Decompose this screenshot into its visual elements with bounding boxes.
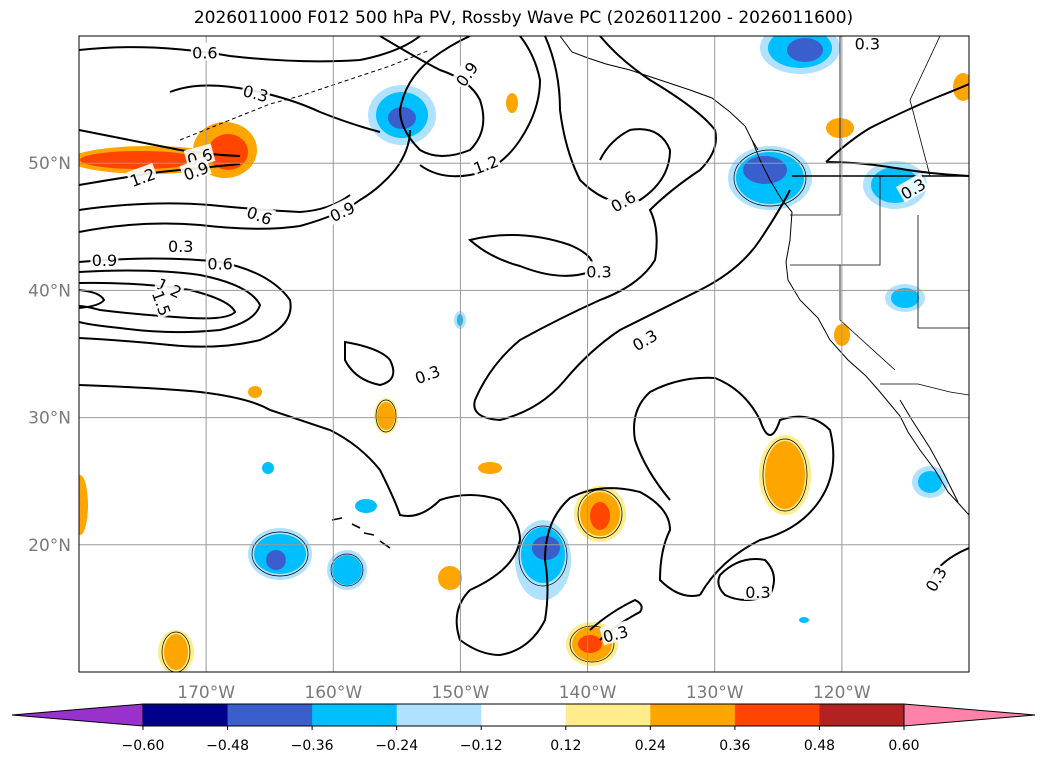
lon-tick-label: 170°W <box>177 683 235 703</box>
svg-text:0.3: 0.3 <box>855 35 880 54</box>
contour-0.9-loop-west <box>79 269 262 334</box>
state-lines <box>790 176 969 371</box>
hawaii-islands <box>331 517 391 549</box>
lon-tick-label: 150°W <box>432 683 490 703</box>
plot-area: 0.60.30.91.20.60.91.20.6 0.90.30.9 0.61.21… <box>79 35 969 672</box>
shaded-anomalies <box>79 36 969 672</box>
colorbar-tick-label: 0.48 <box>804 738 835 754</box>
lon-tick-label: 140°W <box>559 683 617 703</box>
svg-text:0.3: 0.3 <box>745 583 770 602</box>
svg-text:0.3: 0.3 <box>586 262 611 281</box>
anomaly-outlines <box>161 149 808 672</box>
contour-1.2-jet-upper <box>79 129 241 157</box>
colorbar-swatch <box>227 704 313 726</box>
longitude-labels: 170°W 160°W 150°W 140°W 130°W 120°W <box>177 683 871 703</box>
colorbar-tick-label: 0.60 <box>888 738 919 754</box>
contour-0.3-ring <box>633 376 835 596</box>
colorbar-tick-label: −0.36 <box>291 738 334 754</box>
colorbar-tick-label: −0.12 <box>460 738 503 754</box>
lat-tick-label: 50°N <box>28 154 71 174</box>
coastlines-and-borders <box>179 36 969 549</box>
contour-label: 0.6 <box>190 42 219 63</box>
lat-tick-label: 20°N <box>28 536 71 556</box>
colorbar-tick-label: 0.24 <box>635 738 666 754</box>
contour-0.3-south <box>79 384 701 657</box>
contour-label: 0.9 <box>90 249 119 270</box>
colorbar-tick-label: −0.24 <box>375 738 418 754</box>
contour-1.5-loop-west <box>79 289 106 309</box>
contour-label: 0.6 <box>206 253 235 274</box>
contour-0.9-sw <box>79 194 351 214</box>
colorbar-tick-label: 0.36 <box>719 738 750 754</box>
positive-anomaly-baja-offshore <box>759 435 811 515</box>
us-mexico-border <box>880 383 969 396</box>
negative-anomaly-gulf-of-alaska <box>368 85 436 145</box>
contour-1.2-jet <box>79 163 241 186</box>
alaska-coastline <box>559 36 759 151</box>
gridlines <box>79 36 969 672</box>
aleutian-islands <box>179 49 431 141</box>
contour-label: 0.3 <box>743 581 772 602</box>
lon-tick-label: 130°W <box>686 683 744 703</box>
colorbar-swatch <box>819 704 905 726</box>
colorbar-swatch <box>396 704 482 726</box>
svg-text:0.6: 0.6 <box>207 255 232 274</box>
contour-0.3-northeast-loop <box>825 161 969 177</box>
map-title: 2026011000 F012 500 hPa PV, Rossby Wave … <box>193 8 854 28</box>
positive-anomaly-small-features <box>79 73 969 672</box>
contour-0.3-small-loop <box>344 340 395 387</box>
contour-0.6-north <box>79 36 421 63</box>
colorbar-swatch <box>734 704 820 726</box>
contour-0.6-northeast <box>825 83 969 163</box>
colorbar: −0.60 −0.48 −0.36 −0.24 −0.12 0.12 0.24 0.36 0.4… <box>11 703 1036 754</box>
map-frame <box>78 35 970 673</box>
colorbar-extend-min <box>11 703 144 727</box>
colorbar-swatch <box>481 704 567 726</box>
baja-peninsula <box>899 399 959 503</box>
canada-boundaries <box>839 36 941 177</box>
lon-tick-label: 120°W <box>813 683 871 703</box>
pv-contours <box>79 36 969 657</box>
contour-label: 0.3 <box>166 235 195 256</box>
latitude-labels: 50°N 40°N 30°N 20°N <box>28 154 71 556</box>
us-west-coast <box>785 211 969 516</box>
contour-label: 0.3 <box>853 35 882 54</box>
negative-anomaly-pacific-northwest <box>728 146 812 210</box>
colorbar-tick-label: −0.60 <box>122 738 165 754</box>
svg-text:0.6: 0.6 <box>192 44 217 63</box>
contour-0.6-sw <box>79 129 411 233</box>
colorbar-swatch <box>312 704 398 726</box>
negative-anomaly-alaska-top <box>760 36 840 74</box>
contour-1.2-north <box>419 36 542 178</box>
colorbar-tick-label: 0.12 <box>550 738 581 754</box>
contour-0.3-north <box>169 84 381 133</box>
lon-tick-label: 160°W <box>304 683 362 703</box>
contour-0.9-north <box>379 36 485 157</box>
lat-tick-label: 30°N <box>28 409 71 429</box>
contour-0.3-wave <box>473 36 791 422</box>
colorbar-swatch <box>143 704 229 726</box>
colorbar-swatch <box>565 704 651 726</box>
colorbar-tick-label: −0.48 <box>206 738 249 754</box>
svg-text:0.9: 0.9 <box>92 251 117 270</box>
colorbar-extend-max <box>903 703 1036 727</box>
svg-text:0.3: 0.3 <box>168 237 193 256</box>
bc-coast <box>751 139 793 213</box>
colorbar-swatch <box>650 704 736 726</box>
contour-0.6-loop-west <box>79 257 292 348</box>
contour-label: 0.3 <box>585 261 614 281</box>
lat-tick-label: 40°N <box>28 281 71 301</box>
